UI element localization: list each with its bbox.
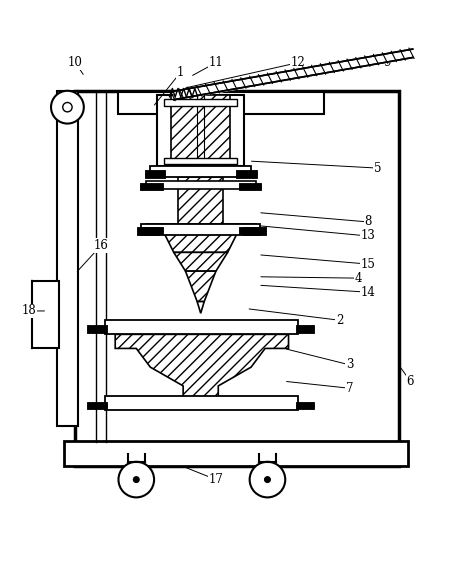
Text: 2: 2	[337, 314, 344, 327]
Bar	[157, 95, 244, 165]
Circle shape	[264, 477, 270, 482]
Polygon shape	[115, 334, 289, 400]
Text: 17: 17	[209, 473, 223, 486]
Bar	[105, 320, 298, 334]
Text: 12: 12	[291, 56, 305, 69]
Circle shape	[250, 462, 285, 498]
Circle shape	[63, 103, 72, 112]
Polygon shape	[197, 302, 204, 313]
Circle shape	[118, 462, 154, 498]
Bar	[64, 441, 408, 466]
Circle shape	[134, 477, 139, 482]
Text: 14: 14	[361, 286, 375, 298]
Bar	[118, 91, 324, 114]
Text: 13: 13	[361, 229, 375, 242]
Text: 16: 16	[94, 239, 109, 252]
Polygon shape	[185, 271, 216, 302]
Bar	[146, 224, 256, 233]
Text: 8: 8	[365, 215, 372, 228]
Text: 5: 5	[374, 162, 381, 174]
Bar	[105, 396, 298, 410]
Text: 15: 15	[361, 257, 375, 270]
Bar	[164, 99, 237, 106]
Text: 6: 6	[407, 375, 414, 388]
Text: 3: 3	[346, 358, 353, 371]
Text: 1: 1	[177, 66, 184, 79]
Text: 18: 18	[21, 305, 36, 318]
Bar	[178, 177, 223, 231]
Circle shape	[51, 91, 84, 123]
Text: 7: 7	[346, 381, 353, 395]
Polygon shape	[174, 252, 228, 271]
Bar	[141, 224, 260, 234]
Bar	[150, 165, 251, 177]
Bar	[75, 91, 399, 466]
Bar	[146, 181, 256, 189]
Text: 10: 10	[68, 56, 83, 69]
Bar	[57, 91, 78, 426]
Bar	[32, 280, 59, 348]
Text: 9: 9	[383, 56, 391, 69]
Text: 11: 11	[209, 56, 223, 69]
Text: 4: 4	[355, 272, 363, 284]
Polygon shape	[164, 233, 237, 252]
Bar	[172, 95, 230, 165]
Bar	[164, 158, 237, 164]
